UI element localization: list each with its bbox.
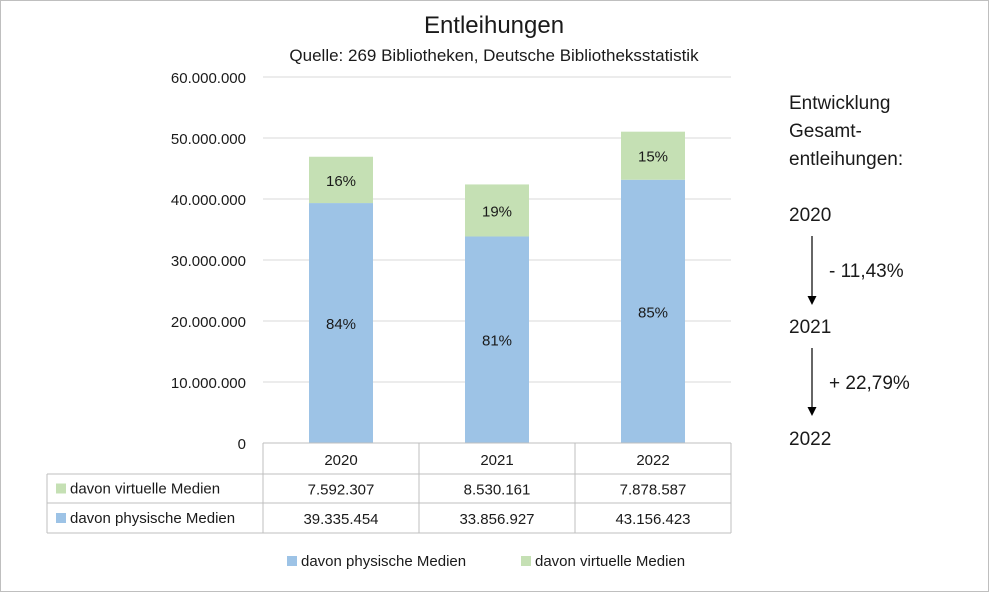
data-table: 2020 2021 2022 davon virtuelle Medien 7.592.… <box>46 442 732 534</box>
percent-label: 84% <box>326 316 356 333</box>
table-value: 7.878.587 <box>620 482 687 499</box>
y-tick-label: 60.000.000 <box>171 70 246 87</box>
percent-label: 81% <box>482 333 512 350</box>
side-arrows <box>807 236 817 416</box>
legend-key <box>287 556 297 566</box>
bar-physisch-2020 <box>309 203 373 443</box>
table-legend-key <box>56 513 66 523</box>
y-tick-label: 10.000.000 <box>171 375 246 392</box>
side-change-1: - 11,43% <box>829 261 904 282</box>
percent-label: 15% <box>638 149 668 166</box>
percent-label: 19% <box>482 203 512 220</box>
legend: davon physische Medien davon virtuelle Me… <box>287 553 685 570</box>
table-value: 8.530.161 <box>464 482 531 499</box>
bar-physisch-2022 <box>621 179 685 443</box>
arrow-head <box>807 407 817 416</box>
side-change-2: + 22,79% <box>829 373 910 394</box>
bars: 84% 16% 81% 19% 85% 15% <box>309 131 685 443</box>
table-value: 33.856.927 <box>459 511 534 528</box>
y-tick-label: 30.000.000 <box>171 253 246 270</box>
bar-physisch-2021 <box>465 236 529 443</box>
side-year-2021: 2021 <box>789 317 832 338</box>
table-value: 43.156.423 <box>615 511 690 528</box>
category-label: 2021 <box>480 452 513 469</box>
side-heading-line-3: entleihungen: <box>789 149 904 170</box>
side-heading-line-2: Gesamt- <box>789 121 862 142</box>
y-tick-label: 0 <box>238 436 246 453</box>
side-year-2022: 2022 <box>789 429 832 450</box>
legend-label: davon physische Medien <box>301 553 466 570</box>
table-series-name: davon physische Medien <box>70 510 235 527</box>
arrow-head <box>807 296 817 305</box>
side-year-2020: 2020 <box>789 205 832 226</box>
table-series-name: davon virtuelle Medien <box>70 481 220 498</box>
bar-virtuell-2022 <box>621 131 685 180</box>
side-heading-line-1: Entwicklung <box>789 93 891 114</box>
bar-virtuell-2020 <box>309 156 373 204</box>
table-value: 7.592.307 <box>308 482 375 499</box>
category-label: 2020 <box>324 452 357 469</box>
legend-label: davon virtuelle Medien <box>535 553 685 570</box>
legend-key <box>521 556 531 566</box>
table-legend-key <box>56 483 66 494</box>
y-tick-label: 20.000.000 <box>171 314 246 331</box>
percent-label: 16% <box>326 173 356 190</box>
chart-title: Entleihungen <box>424 12 564 39</box>
chart-subtitle: Quelle: 269 Bibliotheken, Deutsche Bibli… <box>289 46 699 65</box>
y-tick-label: 50.000.000 <box>171 131 246 148</box>
table-value: 39.335.454 <box>303 511 378 528</box>
category-label: 2022 <box>636 452 669 469</box>
y-tick-label: 40.000.000 <box>171 192 246 209</box>
bar-virtuell-2021 <box>465 184 529 237</box>
percent-label: 85% <box>638 304 668 321</box>
